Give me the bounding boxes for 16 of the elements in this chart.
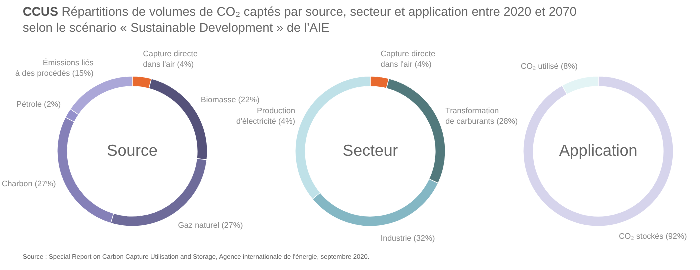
slice-label: Pétrole (2%) bbox=[16, 100, 62, 110]
slice-label: Industrie (32%) bbox=[380, 234, 436, 243]
slice-label: Capture directe dans l'air (4%) bbox=[143, 49, 198, 70]
slice-label: Capture directe dans l'air (4%) bbox=[380, 49, 436, 70]
slice-label: Production d'électricité (4%) bbox=[236, 106, 296, 126]
text: Secteur bbox=[342, 143, 399, 160]
text: Source bbox=[107, 143, 158, 160]
slice-label: Biomasse (22%) bbox=[201, 96, 260, 105]
slice-label: Émissions liés à des procédés (15%) bbox=[15, 58, 94, 78]
slice-label: Transformation de carburants (28%) bbox=[446, 106, 518, 126]
slice-label: CO₂ stockés (92%) bbox=[619, 232, 688, 241]
slice-label: Gaz naturel (27%) bbox=[178, 220, 244, 230]
slice-label: Charbon (27%) bbox=[2, 180, 57, 189]
text: Application bbox=[559, 143, 638, 160]
text: CCUS Répartitions de volumes de CO₂ captés par source, secteur et application entre 2020 et 2070 selon le scénario « Sustainable Development » de l'AIE bbox=[23, 5, 577, 36]
slice-label: CO₂ utilisé (8%) bbox=[520, 62, 578, 72]
